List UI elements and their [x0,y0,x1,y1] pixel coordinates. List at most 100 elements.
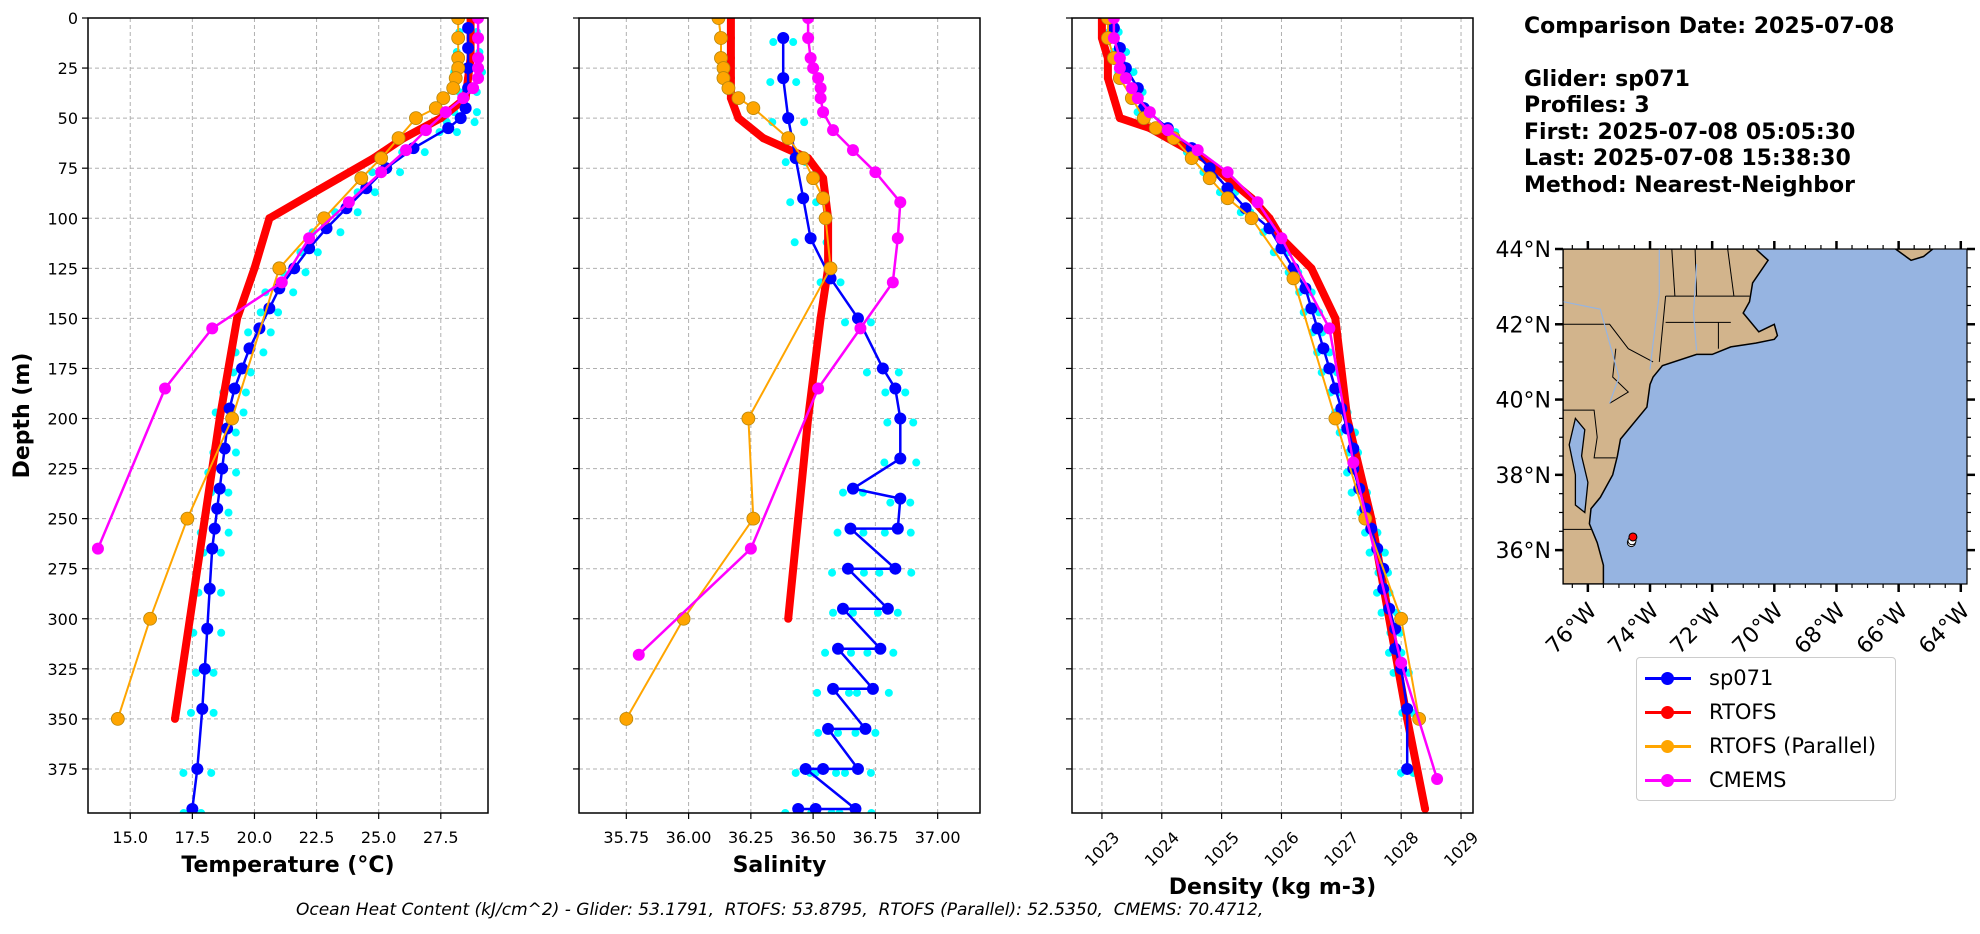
x-tick-label: 27.5 [423,828,459,847]
data-point-cmems [846,144,859,157]
glider-profile-point [246,368,255,377]
legend-swatch [1645,671,1691,685]
data-point-sp071 [809,802,822,813]
data-point-sp071 [894,412,907,425]
data-point-sp071 [889,382,902,395]
glider-profile-point [420,148,429,157]
glider-profile-point [846,648,855,657]
glider-profile-point [232,468,241,477]
x-tick-label: 20.0 [237,828,273,847]
legend-label: RTOFS [1709,700,1777,724]
glider-profile-point [912,458,921,467]
glider-profile-point [839,488,848,497]
glider-profile-point [814,728,823,737]
glider-profile-point [866,768,875,777]
map-content [1563,249,1935,584]
data-point-cmems [1119,72,1132,85]
data-point-rtofs-parallel [436,91,451,106]
glider-profile-point [884,688,893,697]
glider-profile-point [274,308,283,317]
y-tick-label: 250 [47,510,78,529]
y-tick-label: 25 [58,59,78,78]
glider-profile-point [844,688,853,697]
data-point-rtofs-parallel [1220,191,1235,206]
data-point-rtofs [819,174,828,183]
legend-label: RTOFS (Parallel) [1709,734,1877,758]
glider-profile-point [224,488,233,497]
data-point-rtofs-parallel [225,411,239,426]
data-point-cmems [802,18,815,24]
data-point-cmems [1431,772,1444,785]
data-point-sp071 [1311,322,1324,335]
glider-profile-point [216,548,225,557]
data-point-rtofs-parallel [746,511,761,526]
y-tick-label: 0 [68,9,78,28]
y-tick-label: 75 [58,159,78,178]
data-point-cmems [817,106,830,119]
glider-profile-point [472,108,481,117]
glider-profile-point [1380,548,1389,557]
glider-profile-point [906,528,915,537]
glider-profile-point [866,318,875,327]
x-tick-label: 1025 [1201,828,1243,870]
axes-frame [578,17,981,814]
data-point-cmems [807,62,820,75]
x-axis-label: Density (kg m-3) [1169,875,1377,900]
first-time: First: 2025-07-08 05:05:30 [1524,119,1856,145]
data-point-rtofs-parallel [180,511,195,526]
data-point-rtofs-parallel [823,261,838,276]
glider-profile-point [209,668,218,677]
data-point-rtofs-parallel [272,261,287,276]
data-point-rtofs-parallel [1202,171,1217,186]
glider-profile-point [848,608,857,617]
chesapeake-bay [1568,416,1589,514]
series-line-cmems [637,18,902,656]
data-point-rtofs [726,34,735,43]
data-point-sp071 [832,642,845,655]
data-point-cmems [1275,232,1288,245]
data-point-sp071 [1221,182,1234,195]
glider-profile-point [800,118,809,127]
data-point-cmems [275,276,288,289]
data-point-rtofs [215,414,224,423]
data-point-sp071 [360,182,373,195]
data-point-rtofs-parallel [409,111,423,126]
legend-item-rtofs-parallel: RTOFS (Parallel) [1645,730,1876,762]
data-point-sp071 [894,492,907,505]
glider-profile-point [833,528,842,537]
series-line-cmems [96,18,480,550]
glider-profile-point [880,528,889,537]
state-border [1563,409,1616,459]
glider-profile-point [452,128,461,137]
data-point-rtofs-parallel [781,131,796,146]
data-point-cmems [812,382,825,395]
glider-profile-point [396,168,405,177]
glider-profile-point [880,458,889,467]
data-point-rtofs-parallel [711,18,726,25]
data-point-sp071 [851,762,864,775]
glider-profile-point [231,448,240,457]
data-point-sp071 [1323,362,1336,375]
glider-profile-point [790,238,799,247]
glider-profile-point [875,568,884,577]
y-tick-label: 350 [47,710,78,729]
data-point-rtofs-parallel [818,211,833,226]
glider-profile-point [224,528,233,537]
glider-profile-point [789,38,798,47]
glider-profile-point [244,328,253,337]
series-line-sp071 [1112,27,1409,769]
data-point-sp071 [797,192,810,205]
glider-profile-point [841,318,850,327]
state-border [1671,249,1676,297]
y-tick-label: 125 [47,259,78,278]
data-point-sp071 [198,662,211,675]
glider-profile-point [769,38,778,47]
legend: sp071 RTOFS RTOFS (Parallel) CMEMS [1636,657,1896,801]
data-point-cmems [744,542,757,555]
data-point-sp071 [223,402,236,415]
x-tick-label: 22.5 [299,828,335,847]
data-point-sp071 [804,232,817,245]
data-point-sp071 [462,42,475,55]
data-point-rtofs-parallel [741,411,756,426]
x-tick-label: 1029 [1440,828,1482,870]
